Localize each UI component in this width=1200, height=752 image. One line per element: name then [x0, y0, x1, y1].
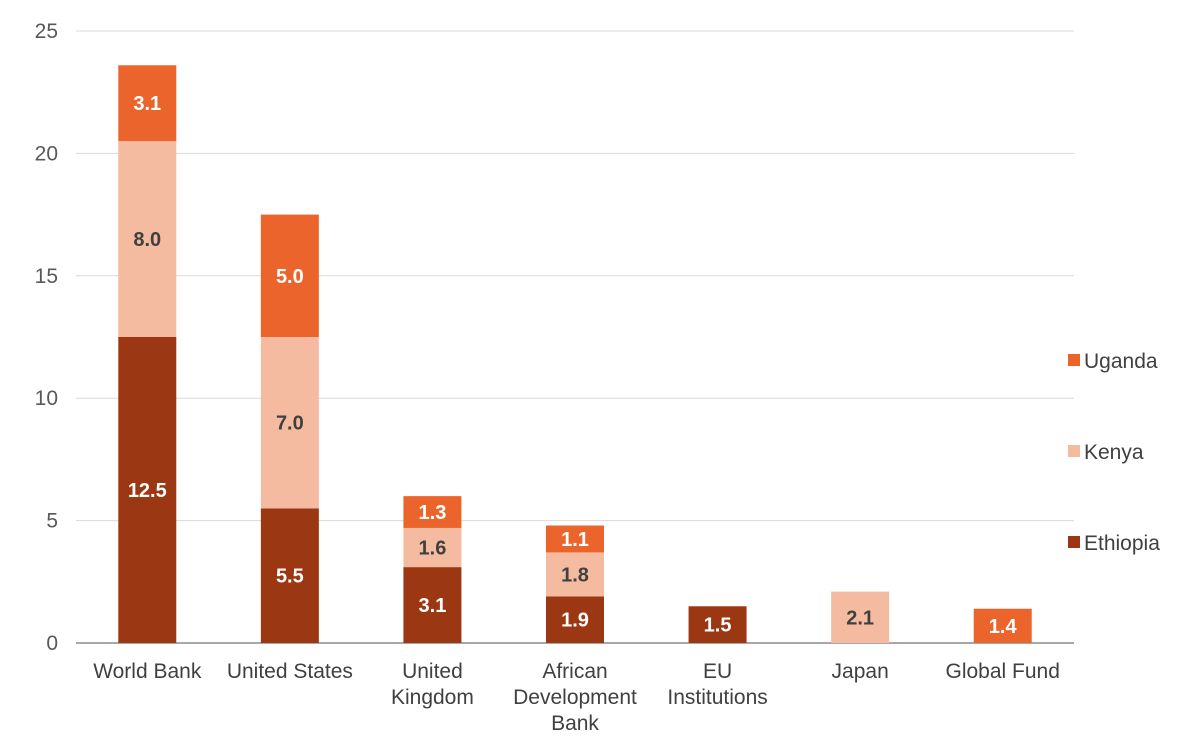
data-label: 2.1 [846, 607, 874, 629]
data-label: 1.5 [704, 615, 732, 637]
bar-segment-uganda [118, 65, 177, 142]
y-tick-label: 5 [46, 510, 58, 533]
data-label: 1.3 [419, 502, 447, 524]
legend-swatch-kenya [1068, 445, 1080, 457]
x-tick-label: EU Institutions [667, 660, 767, 709]
legend-label-kenya: Kenya [1084, 441, 1144, 464]
legend-label-uganda: Uganda [1084, 350, 1158, 373]
bar-segment-ethiopia [688, 606, 747, 643]
legend-swatch-ethiopia [1068, 536, 1080, 548]
x-tick-label: Global Fund [946, 660, 1060, 683]
x-tick-label: United Kingdom [391, 660, 474, 709]
bar-segment-ethiopia [260, 508, 319, 643]
data-label: 3.1 [133, 93, 161, 115]
data-label: 1.6 [419, 538, 447, 560]
data-label: 5.0 [276, 266, 304, 288]
bar-segment-uganda [546, 525, 604, 553]
bar-segment-uganda [403, 496, 462, 528]
bar-segment-uganda [973, 608, 1032, 643]
bar-segment-kenya [118, 141, 177, 337]
data-label: 1.1 [561, 529, 589, 551]
data-label: 7.0 [276, 413, 304, 435]
bar-segment-kenya [546, 552, 604, 597]
bar-segment-ethiopia [118, 337, 177, 643]
bar-segment-ethiopia [546, 596, 604, 643]
bar-segment-kenya [403, 527, 462, 568]
x-tick-label: Japan [832, 660, 889, 683]
legend-label-ethiopia: Ethiopia [1084, 532, 1160, 555]
bar-segment-kenya [260, 337, 319, 509]
y-tick-label: 10 [35, 387, 58, 410]
bar-segment-uganda [260, 214, 319, 337]
y-tick-label: 15 [35, 265, 58, 288]
y-tick-label: 25 [35, 20, 58, 43]
legend-swatch-uganda [1068, 354, 1080, 366]
data-label: 1.8 [561, 564, 589, 586]
data-label: 5.5 [276, 566, 304, 588]
y-tick-label: 20 [35, 142, 58, 165]
x-tick-label: World Bank [93, 660, 202, 683]
bar-segment-ethiopia [403, 567, 462, 643]
y-tick-label: 0 [46, 632, 58, 655]
data-label: 3.1 [419, 595, 447, 617]
bar-segment-kenya [831, 591, 890, 643]
x-tick-label: African Development Bank [513, 660, 637, 735]
data-label: 12.5 [128, 480, 167, 502]
data-label: 1.9 [561, 610, 589, 632]
x-tick-label: United States [227, 660, 353, 683]
data-label: 1.4 [989, 616, 1018, 638]
data-label: 8.0 [133, 229, 161, 251]
